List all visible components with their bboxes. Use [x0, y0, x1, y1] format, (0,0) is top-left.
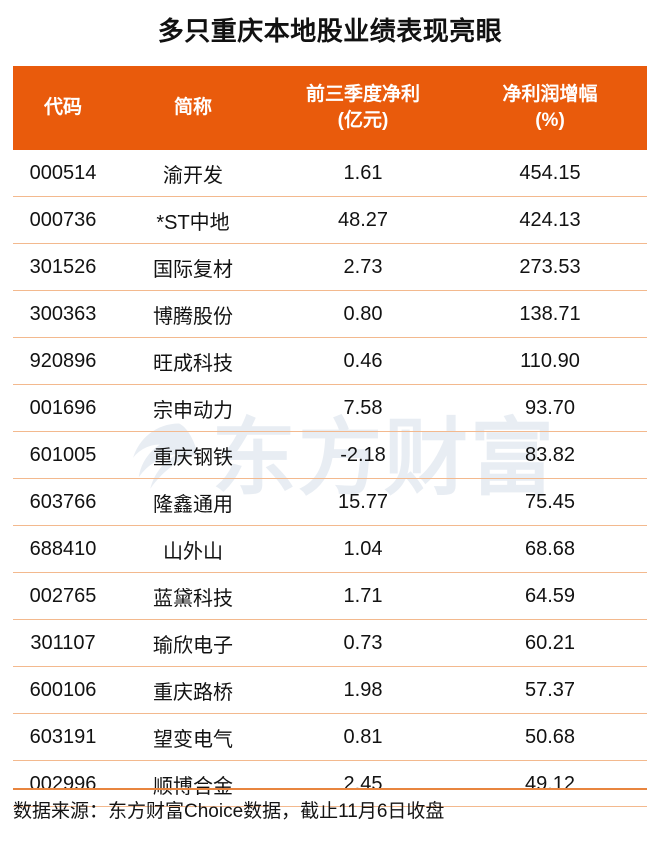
cell-code: 000514: [29, 161, 97, 184]
cell-growth: 60.21: [524, 631, 576, 654]
cell-name: 宗申动力: [153, 399, 233, 422]
table-row[interactable]: 002765 蓝黛科技 1.71 64.59: [13, 572, 647, 619]
footer: 数据来源：东方财富Choice数据，截止11月6日收盘: [13, 788, 647, 826]
cell-profit: 2.73: [343, 255, 383, 278]
cell-profit: 48.27: [337, 208, 389, 231]
cell-code: 000736: [29, 208, 97, 231]
cell-growth: 138.71: [519, 302, 581, 325]
column-header-profit-label: 前三季度净利: [305, 84, 420, 105]
table-row[interactable]: 000736 *ST中地 48.27 424.13: [13, 196, 647, 243]
column-header-profit-unit: (亿元): [337, 110, 389, 131]
table-row[interactable]: 300363 博腾股份 0.80 138.71: [13, 290, 647, 337]
column-header-profit: 前三季度净利 (亿元): [273, 82, 453, 134]
table-body: 000514 渝开发 1.61 454.15 000736 *ST中地 48.2…: [13, 150, 647, 807]
cell-profit: 0.73: [343, 631, 383, 654]
cell-profit: -2.18: [340, 443, 386, 466]
cell-growth: 75.45: [524, 490, 576, 513]
cell-profit: 1.98: [343, 678, 383, 701]
cell-code: 603191: [29, 725, 97, 748]
cell-profit: 1.04: [343, 537, 383, 560]
cell-name: 隆鑫通用: [153, 493, 233, 516]
cell-growth: 93.70: [524, 396, 576, 419]
cell-code: 603766: [29, 490, 97, 513]
cell-growth: 110.90: [520, 349, 580, 372]
cell-name: 蓝黛科技: [153, 587, 233, 610]
cell-code: 300363: [29, 302, 97, 325]
cell-name: 渝开发: [163, 164, 223, 187]
cell-name: *ST中地: [156, 211, 230, 234]
column-header-name-label: 简称: [173, 97, 212, 118]
table-header-row: 代码 简称 前三季度净利 (亿元) 净利润增幅 (%): [13, 66, 647, 150]
cell-code: 920896: [29, 349, 97, 372]
column-header-code-label: 代码: [43, 97, 82, 118]
column-header-name: 简称: [113, 95, 273, 121]
table-row[interactable]: 603766 隆鑫通用 15.77 75.45: [13, 478, 647, 525]
cell-profit: 1.61: [343, 161, 383, 184]
table-row[interactable]: 688410 山外山 1.04 68.68: [13, 525, 647, 572]
table-row[interactable]: 600106 重庆路桥 1.98 57.37: [13, 666, 647, 713]
data-table: 代码 简称 前三季度净利 (亿元) 净利润增幅 (%) 000514 渝开发 1…: [13, 66, 647, 807]
cell-name: 重庆钢铁: [153, 446, 233, 469]
table-row[interactable]: 301107 瑜欣电子 0.73 60.21: [13, 619, 647, 666]
cell-profit: 0.81: [343, 725, 383, 748]
cell-growth: 57.37: [524, 678, 576, 701]
footer-divider: [13, 788, 647, 790]
cell-profit: 15.77: [337, 490, 389, 513]
cell-code: 688410: [29, 537, 97, 560]
column-header-growth-label: 净利润增幅: [502, 84, 598, 105]
cell-code: 002765: [29, 584, 97, 607]
cell-growth: 273.53: [519, 255, 581, 278]
table-row[interactable]: 603191 望变电气 0.81 50.68: [13, 713, 647, 760]
cell-profit: 0.80: [343, 302, 383, 325]
cell-growth: 50.68: [524, 725, 576, 748]
table-row[interactable]: 601005 重庆钢铁 -2.18 83.82: [13, 431, 647, 478]
cell-name: 国际复材: [153, 258, 233, 281]
cell-code: 601005: [29, 443, 97, 466]
cell-code: 301526: [29, 255, 97, 278]
cell-growth: 424.13: [519, 208, 581, 231]
table-row[interactable]: 001696 宗申动力 7.58 93.70: [13, 384, 647, 431]
column-header-code: 代码: [13, 95, 113, 121]
table-row[interactable]: 920896 旺成科技 0.46 110.90: [13, 337, 647, 384]
cell-profit: 7.58: [343, 396, 383, 419]
column-header-growth-unit: (%): [535, 110, 565, 131]
cell-growth: 64.59: [524, 584, 576, 607]
table-row[interactable]: 000514 渝开发 1.61 454.15: [13, 150, 647, 196]
cell-profit: 1.71: [343, 584, 383, 607]
cell-name: 望变电气: [153, 728, 233, 751]
table-row[interactable]: 301526 国际复材 2.73 273.53: [13, 243, 647, 290]
cell-growth: 454.15: [519, 161, 581, 184]
column-header-growth: 净利润增幅 (%): [453, 82, 647, 134]
cell-growth: 68.68: [524, 537, 576, 560]
cell-name: 重庆路桥: [153, 681, 233, 704]
cell-code: 301107: [30, 631, 96, 654]
cell-name: 旺成科技: [153, 352, 233, 375]
cell-name: 山外山: [163, 540, 223, 563]
cell-profit: 0.46: [343, 349, 383, 372]
data-source-note: 数据来源：东方财富Choice数据，截止11月6日收盘: [13, 801, 445, 822]
cell-name: 博腾股份: [153, 305, 233, 328]
cell-code: 001696: [29, 396, 97, 419]
page-title: 多只重庆本地股业绩表现亮眼: [157, 16, 503, 46]
cell-growth: 83.82: [524, 443, 576, 466]
cell-name: 瑜欣电子: [153, 634, 233, 657]
cell-code: 600106: [29, 678, 97, 701]
cell-name: 顺博合金: [153, 775, 233, 798]
